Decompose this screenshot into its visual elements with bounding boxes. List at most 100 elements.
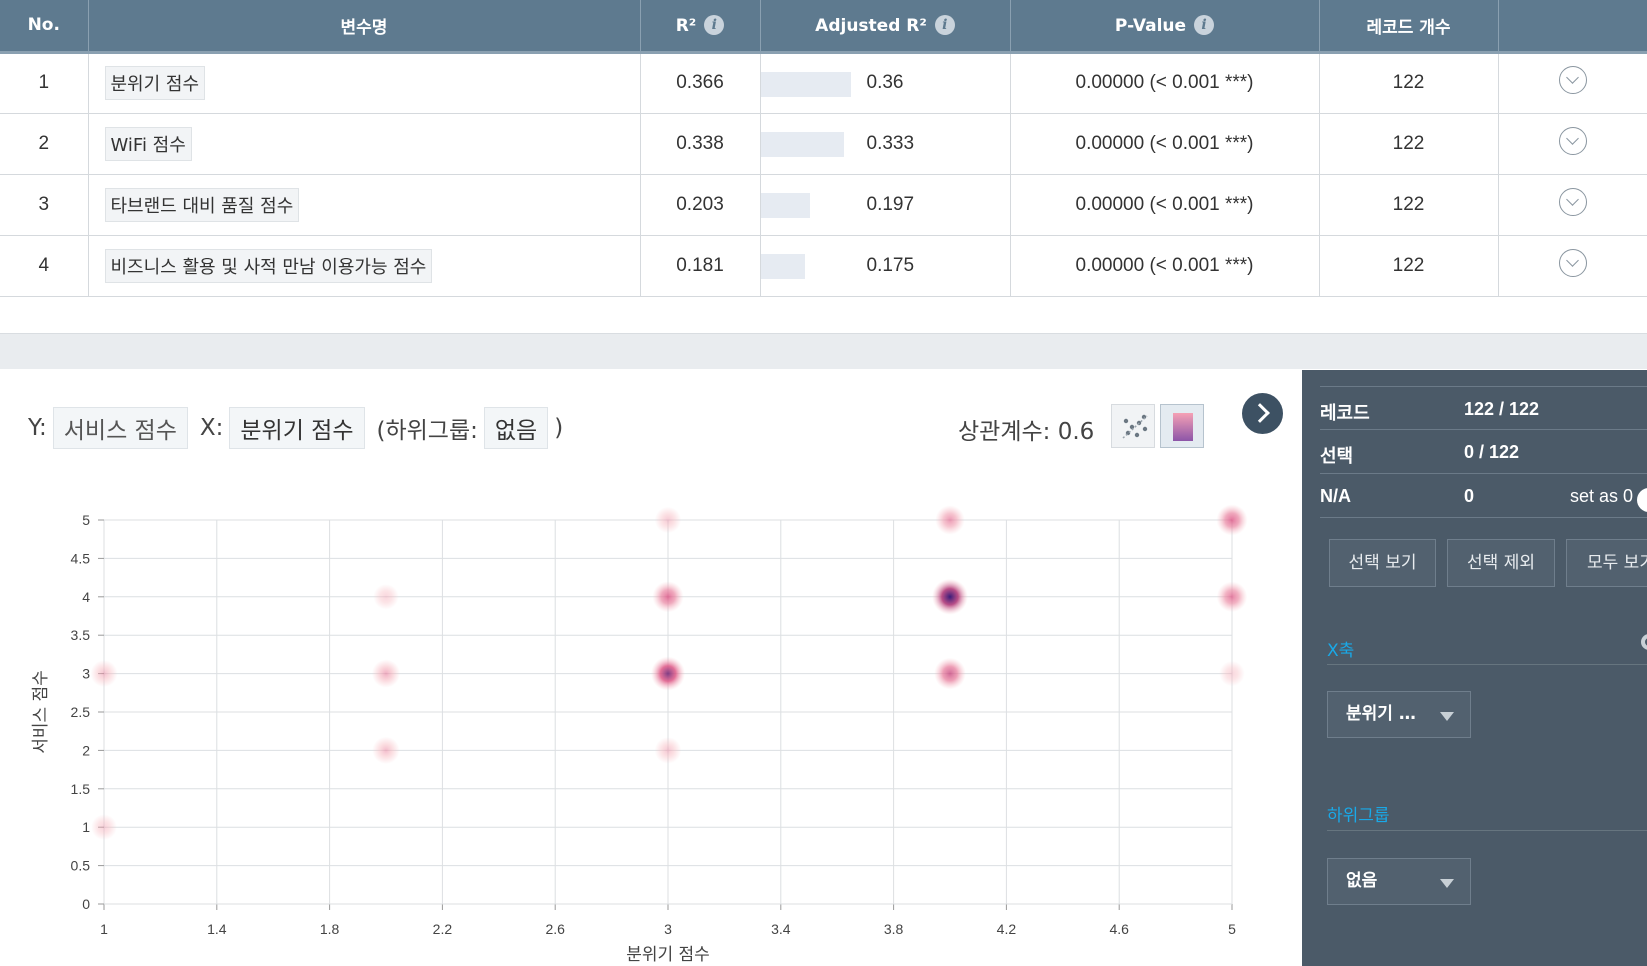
chevron-down-icon[interactable] [1558,126,1587,155]
header-r2[interactable]: R² i [640,0,761,54]
header-no-label: No. [27,15,60,36]
adjusted-r2-value: 0.333 [866,132,915,154]
table-row[interactable]: 2 WiFi 점수 0.338 0.333 0.00000 (< 0.001 *… [0,113,1647,175]
header-record-count[interactable]: 레코드 개수 [1319,0,1499,54]
x-tick-label: 3 [664,921,672,937]
row-record-count: 122 [1319,52,1499,114]
y-tick-label: 0 [82,896,90,912]
x-tick-label: 4.6 [1109,921,1129,937]
x-tick-label: 2.2 [433,921,453,937]
y-tick-label: 2 [82,742,90,758]
x-axis-select[interactable]: 분위기 … [1327,691,1471,738]
subgroup-prefix: (하위그룹: [376,418,478,444]
x-axis-label: 분위기 점수 [626,945,710,965]
table-row[interactable]: 1 분위기 점수 0.366 0.36 0.00000 (< 0.001 ***… [0,52,1647,114]
x-tick-label: 5 [1228,921,1236,937]
x-tick-label: 2.6 [545,921,565,937]
header-adjusted-r2-label: Adjusted R² [815,15,927,36]
divider [1327,830,1647,831]
row-record-count: 122 [1319,235,1499,297]
x-tick-label: 4.2 [997,921,1017,937]
y-tick-label: 5 [82,512,90,528]
side-panel: 레코드 122 / 122 선택 0 / 122 N/A 0 set as 0 … [1302,370,1647,966]
row-r2: 0.181 [640,235,761,297]
info-icon[interactable]: i [1194,14,1215,35]
set-zero-toggle[interactable] [1637,488,1647,512]
x-variable-select[interactable]: 분위기 점수 [229,407,365,449]
selection-value: 0 / 122 [1464,442,1520,462]
header-record-count-label: 레코드 개수 [1366,17,1451,38]
na-value: 0 [1464,486,1475,506]
gear-icon[interactable] [1641,634,1647,650]
row-r2: 0.203 [640,174,761,236]
selection-row: 선택 0 / 122 [1320,430,1647,474]
record-row: 레코드 122 / 122 [1320,386,1647,430]
x-tick-label: 3.4 [771,921,791,937]
x-tick-label: 1 [100,921,108,937]
correlation-label: 상관계수: 0.6 [958,419,1095,445]
show-selection-button[interactable]: 선택 보기 [1329,539,1436,587]
heatmap-point [934,657,966,690]
divider [1327,664,1647,665]
exclude-selection-button[interactable]: 선택 제외 [1447,539,1555,587]
subgroup-suffix: ) [554,415,564,441]
heatmap-chart[interactable]: 1 1.4 1.8 2.2 2.6 3 3.4 3.8 4.2 4.6 5 0 0.5 1 1.5 2 2.5 3… [0,470,1290,966]
variable-chip[interactable]: WiFi 점수 [104,126,192,161]
heatmap-point [372,736,400,765]
heatmap-point [932,578,968,615]
x-tick-label: 3.8 [884,921,904,937]
chevron-down-icon[interactable] [1558,66,1587,94]
subgroup-select[interactable]: 없음 [483,407,549,449]
row-variable: 분위기 점수 [88,52,641,114]
x-tick-label: 1.8 [320,921,340,937]
row-p-value: 0.00000 (< 0.001 ***) [1010,174,1320,236]
section-divider [0,333,1647,369]
variable-chip[interactable]: 비즈니스 활용 및 사적 만남 이용가능 점수 [104,248,433,283]
row-variable: 타브랜드 대비 품질 점수 [88,174,641,236]
table-row[interactable]: 3 타브랜드 대비 품질 점수 0.203 0.197 0.00000 (< 0… [0,174,1647,236]
row-p-value: 0.00000 (< 0.001 ***) [1010,52,1320,114]
row-adjusted-r2: 0.333 [760,113,1011,175]
y-variable-select[interactable]: 서비스 점수 [52,407,188,449]
y-axis-prefix: Y: [28,415,47,441]
record-value: 122 / 122 [1464,399,1540,419]
adjusted-r2-bar [760,71,851,97]
header-no[interactable]: No. [0,0,89,54]
subgroup-panel-select[interactable]: 없음 [1327,858,1471,905]
row-r2: 0.338 [640,113,761,175]
heatmap-point [1219,660,1245,687]
show-all-button[interactable]: 모두 보기 [1566,539,1647,587]
variable-chip[interactable]: 분위기 점수 [104,66,206,100]
heatmap-point [1216,504,1248,536]
adjusted-r2-value: 0.197 [866,193,915,215]
chevron-down-icon[interactable] [1558,248,1587,277]
row-actions [1498,52,1647,114]
na-label: N/A [1320,486,1351,506]
adjusted-r2-value: 0.36 [866,72,904,93]
x-axis-section-title: X축 [1327,641,1355,661]
variable-chip[interactable]: 타브랜드 대비 품질 점수 [104,187,300,222]
chevron-down-icon[interactable] [1558,187,1587,216]
heatmap-point [91,814,117,841]
row-no: 3 [0,174,89,236]
table-row[interactable]: 4 비즈니스 활용 및 사적 만남 이용가능 점수 0.181 0.175 0.… [0,235,1647,297]
heatmap-point [935,505,965,535]
chevron-right-icon[interactable] [1242,393,1283,434]
selection-label: 선택 [1320,446,1354,466]
header-variable[interactable]: 변수명 [88,0,641,54]
header-adjusted-r2[interactable]: Adjusted R² i [760,0,1011,54]
info-icon[interactable]: i [704,14,725,35]
row-no: 4 [0,235,89,297]
info-icon[interactable]: i [934,14,955,35]
heatmap-view-button[interactable] [1160,404,1204,448]
header-actions [1498,0,1647,54]
subgroup-section-title: 하위그룹 [1327,806,1390,826]
adjusted-r2-bar [760,131,844,157]
heatmap-point [90,660,118,688]
scatter-view-button[interactable] [1111,404,1155,448]
row-actions [1498,235,1647,297]
row-adjusted-r2: 0.36 [760,52,1011,114]
header-p-value[interactable]: P-Value i [1010,0,1320,54]
row-record-count: 122 [1319,113,1499,175]
y-axis-label: 서비스 점수 [31,670,51,754]
